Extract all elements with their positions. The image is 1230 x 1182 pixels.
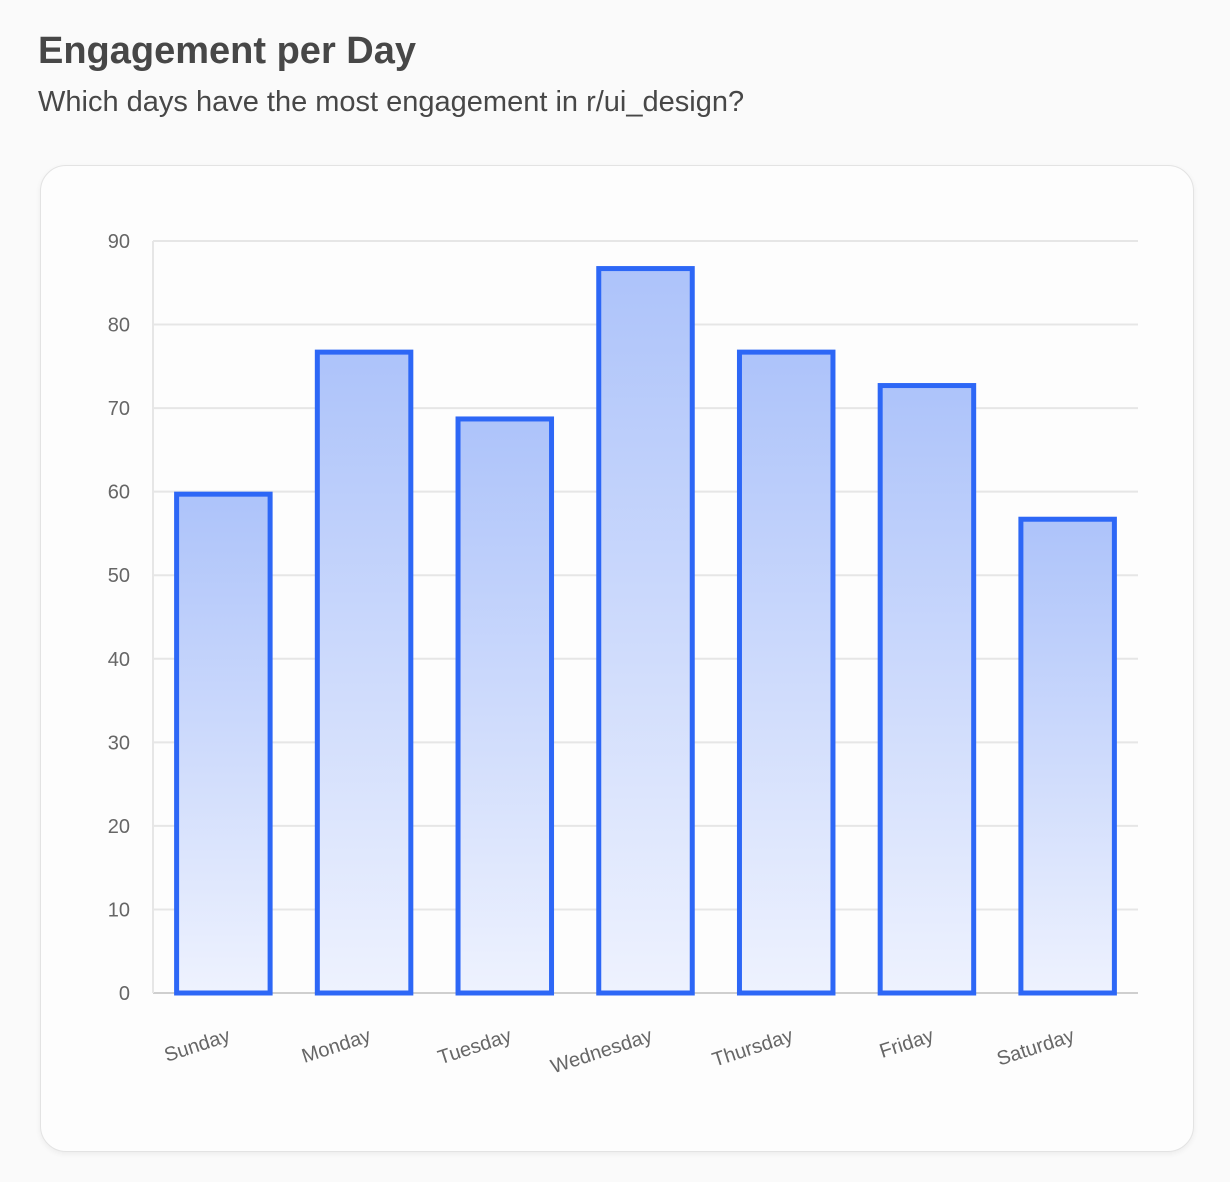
x-tick-label: Monday — [299, 1025, 373, 1068]
bar-thursday[interactable] — [736, 349, 836, 996]
y-tick-label: 30 — [108, 732, 130, 754]
y-tick-label: 20 — [108, 816, 130, 838]
y-tick-label: 90 — [108, 231, 130, 253]
bar-sunday[interactable] — [174, 491, 273, 996]
y-tick-label: 70 — [108, 398, 130, 420]
y-tick-label: 10 — [108, 899, 130, 921]
x-tick-label: Tuesday — [435, 1025, 514, 1069]
x-tick-label: Friday — [877, 1025, 937, 1063]
y-tick-label: 50 — [108, 565, 130, 587]
page-subtitle: Which days have the most engagement in r… — [38, 86, 745, 118]
bar-saturday[interactable] — [1018, 516, 1117, 996]
x-tick-label: Sunday — [162, 1025, 233, 1067]
y-tick-label: 80 — [108, 315, 130, 337]
x-tick-label: Wednesday — [548, 1025, 655, 1078]
bar-monday[interactable] — [314, 349, 414, 996]
x-tick-label: Saturday — [994, 1025, 1077, 1071]
bar-friday[interactable] — [877, 383, 977, 996]
page-title: Engagement per Day — [38, 30, 416, 72]
y-tick-label: 60 — [108, 482, 130, 504]
y-tick-label: 0 — [119, 983, 130, 1005]
bar-wednesday[interactable] — [596, 266, 695, 996]
bar-tuesday[interactable] — [455, 416, 555, 996]
x-tick-label: Thursday — [710, 1025, 796, 1072]
y-tick-label: 40 — [108, 649, 130, 671]
